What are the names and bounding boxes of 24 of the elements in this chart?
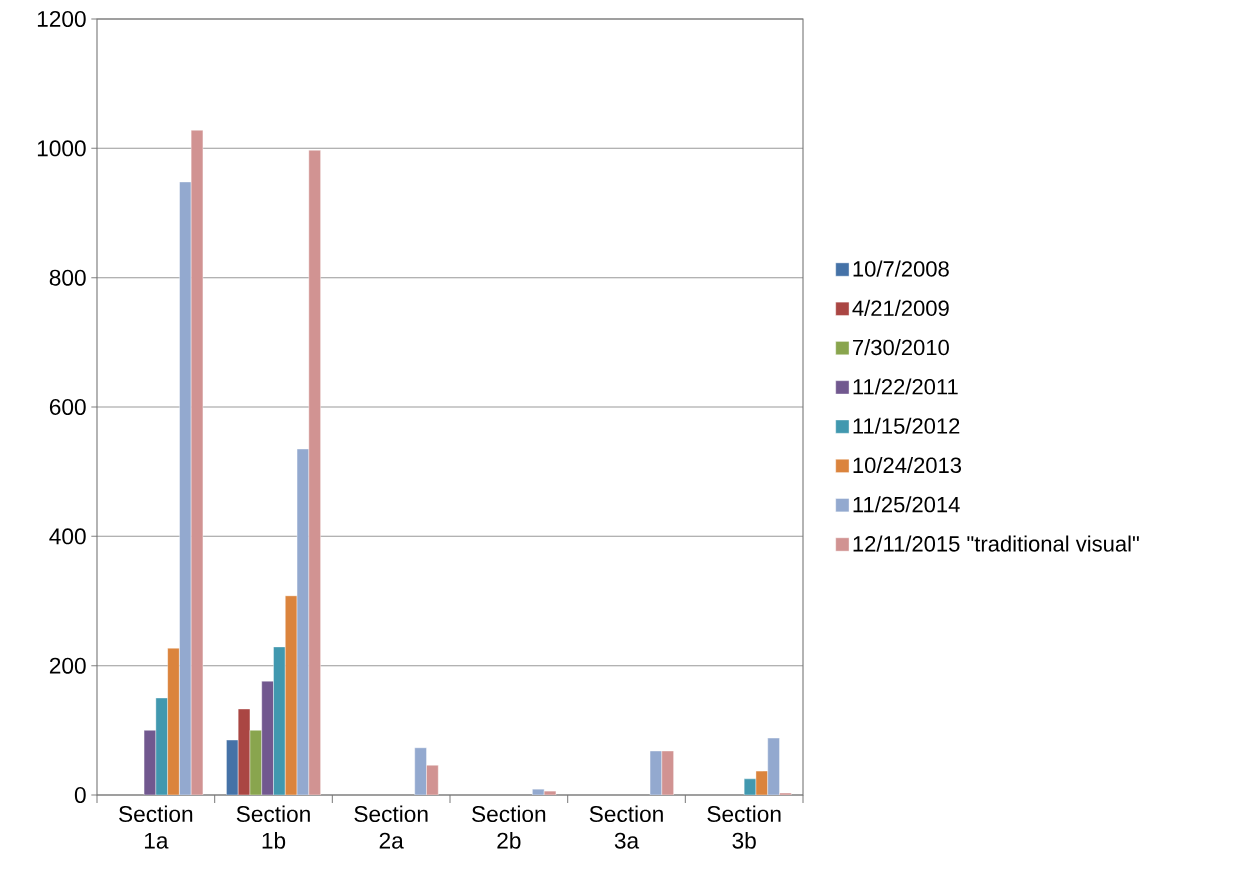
legend-label: 11/25/2014 [853,496,960,513]
legend-label: 7/30/2010 [853,339,949,356]
y-tick-label: 200 [49,657,86,674]
x-tick-label: Section 1a [119,805,193,849]
y-tick-label: 1000 [37,140,86,157]
x-tick-label: Section 3b [707,805,781,849]
x-tick-label: Section 2b [472,805,546,849]
x-tick-label: Section 1b [236,805,310,849]
bar [179,181,192,795]
y-tick-label: 0 [74,786,86,804]
legend-label: 10/24/2013 [853,456,962,474]
y-tick-label: 600 [49,398,86,416]
y-tick-label: 1200 [37,10,86,28]
legend-label: 4/21/2009 [852,299,949,316]
legend-label: 10/7/2008 [853,260,949,277]
x-tick-label: Section 2a [354,805,428,849]
legend-label: 11/22/2011 [853,378,958,395]
bar [414,747,427,795]
legend-label: 11/15/2012 [853,417,960,434]
y-tick-label: 800 [49,269,86,286]
x-tick-label: Section 3a [589,805,663,849]
legend-label: 12/11/2015 "traditional visual" [853,535,1139,552]
bar [767,737,780,795]
y-tick-label: 400 [49,528,86,545]
